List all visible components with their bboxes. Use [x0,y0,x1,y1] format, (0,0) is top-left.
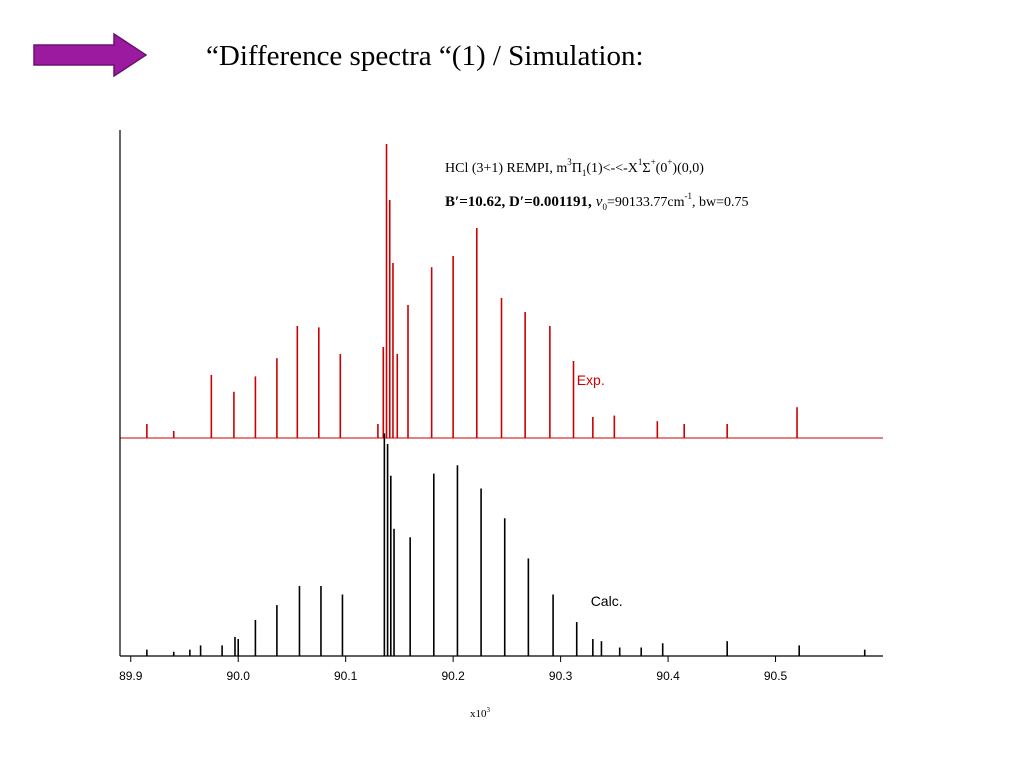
x-tick-label: 90.0 [227,669,251,683]
annotation-line-2: B′=10.62, D′=0.001191, ν0=90133.77cm-1, b… [445,191,748,212]
x-tick-label: 90.1 [334,669,358,683]
series-label: Calc. [591,593,623,609]
series-calc: Calc. [146,433,866,656]
slide-title: “Difference spectra “(1) / Simulation: [206,40,644,72]
x-tick-label: 89.9 [119,669,143,683]
annotation-line-1: HCl (3+1) REMPI, m3Π1(1)<-<-X1Σ+(0+)(0,0… [445,157,704,178]
chart-annotations: HCl (3+1) REMPI, m3Π1(1)<-<-X1Σ+(0+)(0,0… [445,157,748,212]
x-tick-label: 90.4 [656,669,680,683]
x-tick-label: 90.3 [549,669,573,683]
x-multiplier: x103 [470,706,491,720]
spectrum-chart: HCl (3+1) REMPI, m3Π1(1)<-<-X1Σ+(0+)(0,0… [119,130,883,720]
series-label: Exp. [577,372,605,388]
x-tick-label: 90.2 [441,669,465,683]
x-tick-label: 90.5 [764,669,788,683]
right-arrow-icon [32,32,148,83]
series-exp: Exp. [120,144,883,439]
